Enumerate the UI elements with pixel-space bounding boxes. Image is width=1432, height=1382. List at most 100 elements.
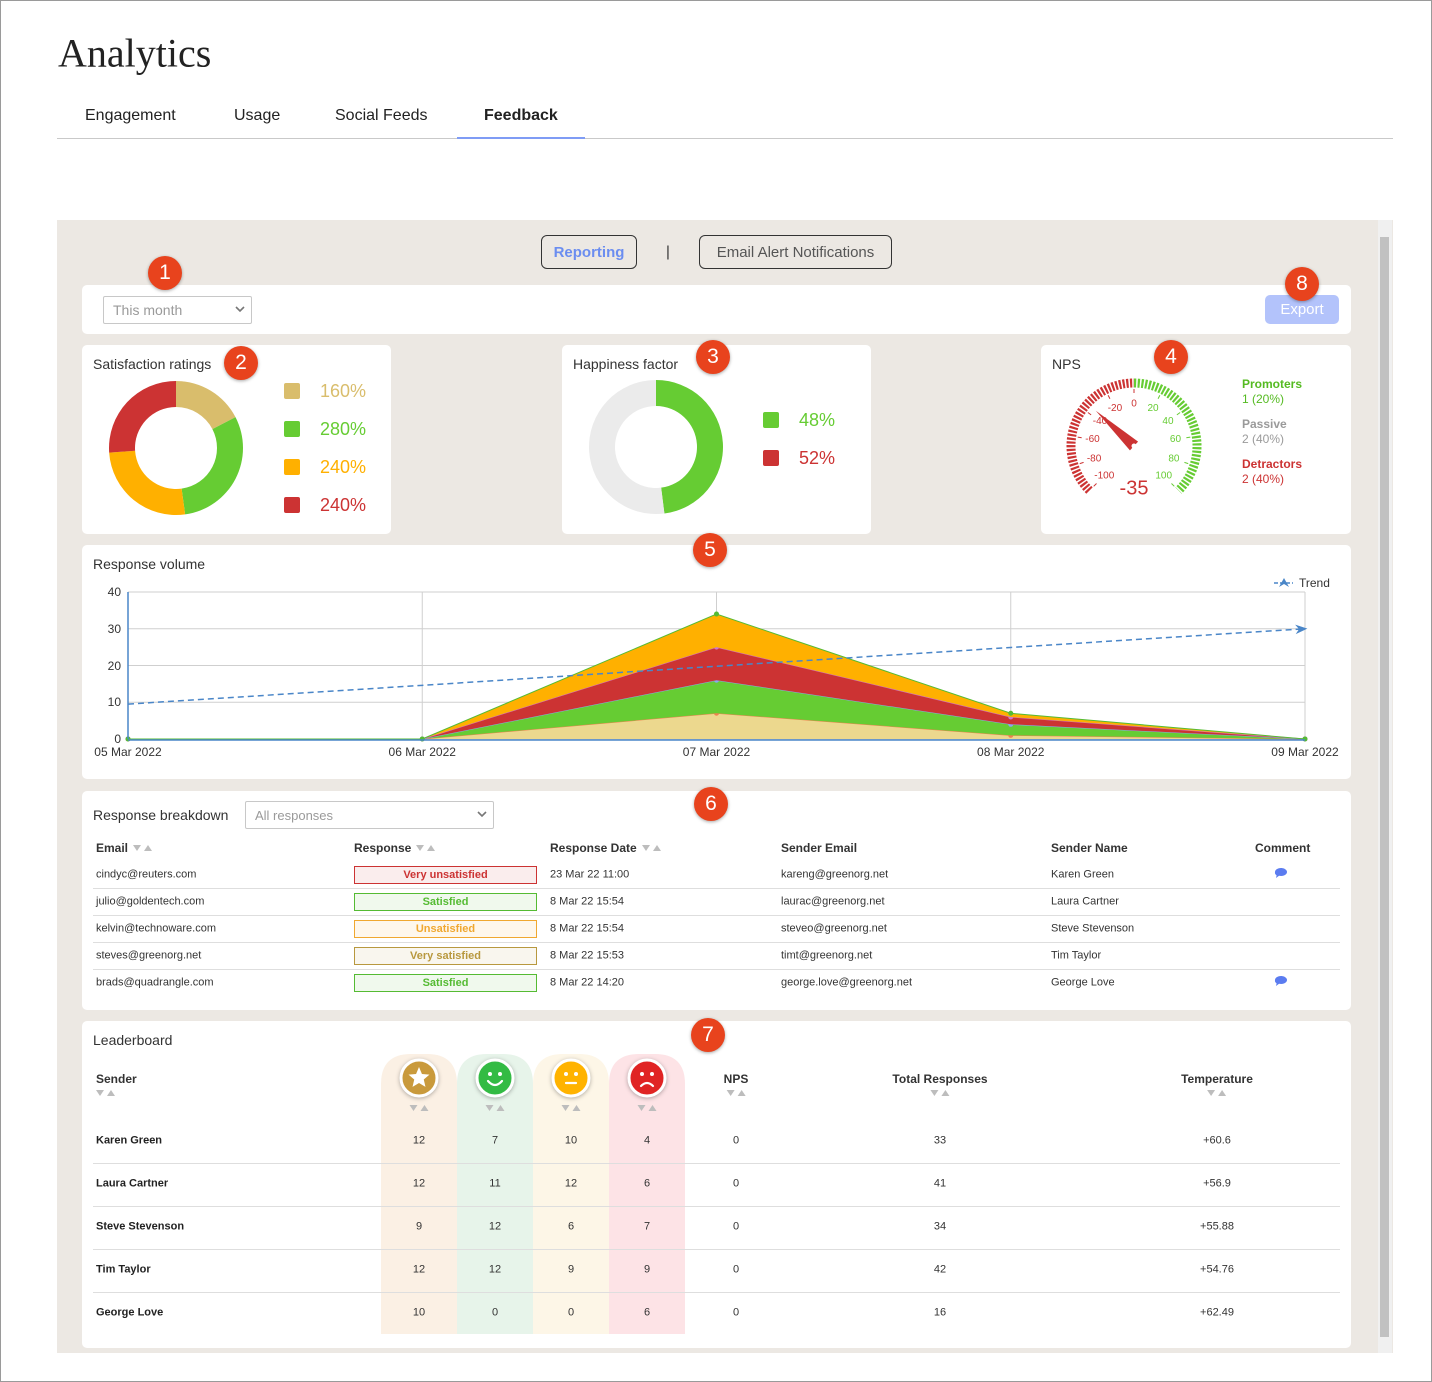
sort-asc[interactable] — [144, 845, 153, 851]
nav-tab[interactable]: Engagement — [85, 107, 176, 124]
row-separator — [93, 1206, 1340, 1207]
gauge-tick — [1107, 394, 1111, 400]
sort-desc[interactable] — [637, 1105, 646, 1111]
sender-name: Steve Stevenson — [96, 1220, 185, 1233]
sort-desc[interactable] — [409, 1105, 418, 1111]
stacked-area — [128, 614, 1305, 739]
rating-icon-eye — [574, 1072, 578, 1076]
nav-tab[interactable]: Usage — [234, 107, 281, 124]
sender-name: Tim Taylor — [96, 1263, 151, 1276]
nav-tab[interactable]: Social Feeds — [335, 107, 428, 124]
sort-control[interactable] — [1207, 1090, 1227, 1096]
sort-control[interactable] — [409, 1105, 429, 1111]
total-cell: 42 — [933, 1263, 947, 1276]
row-separator — [93, 1292, 1340, 1293]
sort-desc[interactable] — [1207, 1090, 1216, 1096]
rating-count: 9 — [567, 1263, 575, 1276]
sort-asc[interactable] — [107, 1090, 115, 1096]
sort-control[interactable] — [485, 1105, 505, 1111]
gauge-tick-label: 0 — [1131, 399, 1137, 410]
sort-asc[interactable] — [648, 1105, 657, 1111]
rating-column-band — [533, 1054, 609, 1334]
sort-asc[interactable] — [737, 1090, 746, 1096]
rating-count: 12 — [488, 1220, 502, 1233]
rating-count: 12 — [412, 1263, 426, 1276]
donut-segment — [181, 417, 244, 515]
table-cell: 23 Mar 22 11:00 — [550, 868, 630, 881]
nps-group-value: 1 (20%) — [1242, 392, 1285, 406]
sort-desc[interactable] — [930, 1090, 939, 1096]
comment-icon[interactable] — [1274, 868, 1287, 878]
header-label: Temperature — [1181, 1072, 1253, 1086]
row-separator — [93, 1249, 1340, 1250]
sort-control[interactable] — [726, 1090, 746, 1096]
sort-desc[interactable] — [96, 1090, 104, 1096]
sort-control[interactable] — [96, 1090, 115, 1096]
rating-count: 4 — [643, 1134, 651, 1147]
response-badge: Very unsatisfied — [354, 866, 537, 884]
response-select[interactable]: All responses — [245, 801, 494, 829]
sort-desc[interactable] — [416, 845, 425, 851]
nav-tab[interactable]: Feedback — [484, 107, 558, 124]
sort-control[interactable] — [641, 845, 661, 851]
export-button[interactable]: Export — [1265, 295, 1339, 324]
callout-marker: 2 — [224, 346, 258, 380]
sort-asc[interactable] — [1218, 1090, 1227, 1096]
sort-control[interactable] — [637, 1105, 657, 1111]
gauge-tick — [1157, 394, 1161, 400]
email-alerts-button[interactable]: Email Alert Notifications — [699, 235, 892, 269]
sort-control[interactable] — [416, 845, 436, 851]
table-cell: timt@greenorg.net — [781, 949, 873, 962]
donut-segment — [656, 380, 724, 514]
period-select[interactable]: This month — [103, 296, 252, 324]
y-tick-label: 20 — [107, 658, 121, 673]
column-header: Sender Name — [1051, 841, 1128, 855]
x-tick-label: 05 Mar 2022 — [94, 745, 162, 759]
header-label: Sender — [96, 1072, 137, 1086]
table-cell: cindyc@reuters.com — [96, 868, 197, 881]
callout-marker: 4 — [1154, 340, 1188, 374]
sort-control[interactable] — [561, 1105, 581, 1111]
header-label: Comment — [1255, 841, 1311, 855]
table-cell: steveo@greenorg.net — [781, 922, 887, 935]
stacked-area — [128, 713, 1305, 739]
sender-name: Karen Green — [96, 1134, 163, 1147]
sort-asc[interactable] — [572, 1105, 581, 1111]
callout-marker: 7 — [691, 1018, 725, 1052]
rating-count: 12 — [412, 1134, 426, 1147]
callout-marker: 1 — [148, 256, 182, 290]
sort-desc[interactable] — [726, 1090, 735, 1096]
rating-icon-eye — [650, 1072, 654, 1076]
legend-value: 160% — [320, 381, 367, 401]
sort-asc[interactable] — [652, 845, 661, 851]
legend-swatch — [284, 497, 300, 513]
sort-asc[interactable] — [941, 1090, 950, 1096]
sort-desc[interactable] — [485, 1105, 494, 1111]
sort-desc[interactable] — [133, 845, 142, 851]
sort-control[interactable] — [930, 1090, 950, 1096]
sort-asc[interactable] — [496, 1105, 505, 1111]
legend-value: 240% — [320, 457, 367, 477]
rating-count: 7 — [643, 1220, 651, 1233]
gauge-tick-label: 80 — [1168, 454, 1180, 465]
reporting-button[interactable]: Reporting — [541, 235, 637, 269]
rating-column-band — [609, 1054, 685, 1334]
sort-desc[interactable] — [641, 845, 650, 851]
gauge-needle — [1095, 410, 1139, 451]
total-cell: 41 — [933, 1177, 947, 1190]
nps-group-label: Promoters — [1242, 377, 1303, 391]
sort-desc[interactable] — [561, 1105, 570, 1111]
select-value: All responses — [255, 807, 334, 823]
sort-control[interactable] — [133, 845, 153, 851]
comment-icon[interactable] — [1274, 976, 1287, 986]
header-label: Email — [96, 841, 129, 855]
scrollbar-thumb[interactable] — [1380, 237, 1389, 1337]
legend-label: Trend — [1299, 576, 1330, 590]
y-tick-label: 30 — [107, 621, 121, 636]
sort-asc[interactable] — [427, 845, 436, 851]
sort-asc[interactable] — [420, 1105, 429, 1111]
rating-icon-star — [408, 1067, 430, 1087]
rating-icon-eye — [488, 1072, 492, 1076]
x-tick-label: 08 Mar 2022 — [977, 745, 1045, 759]
table-cell: 8 Mar 22 15:54 — [550, 922, 624, 935]
